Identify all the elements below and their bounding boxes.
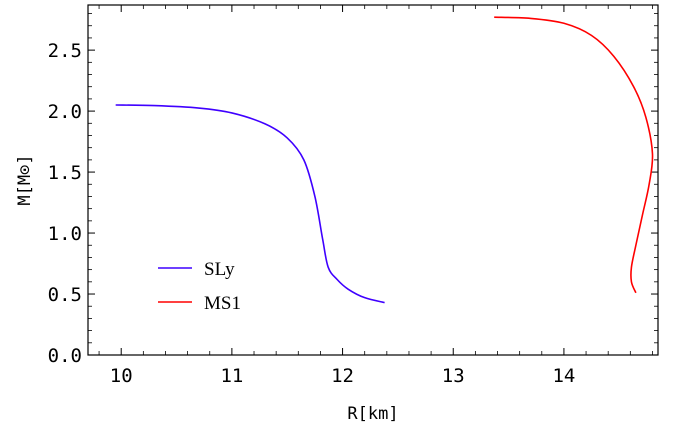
label-layer: 10 11 12 13 14 0.0 0.5 1.0 1.5 2.0 2.5: [48, 40, 576, 387]
legend-label-ms1: MS1: [204, 293, 241, 314]
y-tick-label: 2.0: [48, 101, 82, 123]
y-tick-label: 2.5: [48, 40, 82, 62]
y-axis-label: M[M⊙]: [15, 154, 35, 205]
x-tick-label: 12: [331, 365, 354, 387]
y-tick-label: 1.0: [48, 223, 82, 245]
tick-layer: [88, 5, 658, 356]
series-line-ms1: [494, 16, 654, 294]
legend: SLy MS1: [158, 259, 241, 314]
x-tick-label: 14: [552, 365, 575, 387]
series-layer: [115, 16, 654, 304]
x-axis-label: R[km]: [347, 404, 398, 424]
y-tick-label: 0.5: [48, 284, 82, 306]
x-tick-label: 11: [220, 365, 243, 387]
x-tick-label: 13: [442, 365, 465, 387]
series-line-sly: [115, 104, 385, 304]
y-tick-label: 0.0: [48, 345, 82, 367]
y-tick-label: 1.5: [48, 162, 82, 184]
x-tick-label: 10: [110, 365, 133, 387]
plot-frame: [87, 4, 659, 356]
legend-label-sly: SLy: [204, 259, 235, 280]
